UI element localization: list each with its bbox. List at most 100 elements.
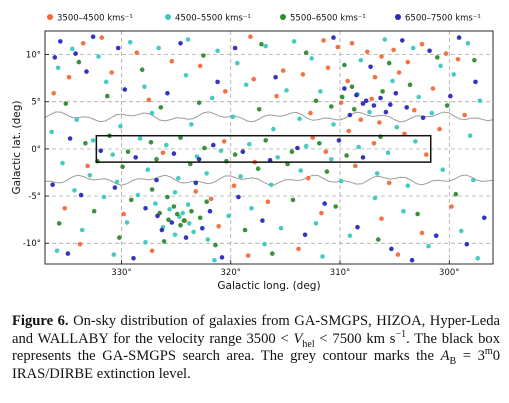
point-series-4 bbox=[240, 149, 246, 154]
point-series-1 bbox=[335, 44, 341, 50]
x-tick-label: 320° bbox=[221, 268, 241, 278]
point-series-4 bbox=[267, 157, 273, 163]
point-series-1 bbox=[251, 76, 256, 82]
point-series-1 bbox=[369, 96, 375, 102]
point-series-1 bbox=[231, 183, 237, 188]
point-series-4 bbox=[193, 180, 199, 186]
point-series-4 bbox=[131, 255, 136, 261]
point-series-4 bbox=[448, 93, 453, 99]
point-series-3 bbox=[324, 169, 330, 174]
point-series-1 bbox=[424, 152, 429, 157]
point-series-4 bbox=[90, 34, 96, 39]
point-series-1 bbox=[197, 63, 203, 69]
caption-text-4: = 3 bbox=[456, 348, 485, 364]
point-series-3 bbox=[161, 239, 167, 244]
point-series-3 bbox=[329, 104, 334, 109]
y-tick-label: 10° bbox=[26, 51, 41, 61]
point-series-1 bbox=[80, 41, 86, 46]
point-series-3 bbox=[117, 235, 122, 240]
point-series-3 bbox=[56, 221, 62, 226]
point-series-2 bbox=[209, 95, 215, 101]
point-series-1 bbox=[208, 196, 214, 202]
point-series-2 bbox=[372, 195, 378, 201]
plot-frame bbox=[44, 30, 494, 265]
point-series-4 bbox=[154, 177, 159, 183]
point-series-2 bbox=[186, 221, 192, 226]
point-series-2 bbox=[429, 110, 435, 116]
point-series-4 bbox=[331, 35, 336, 40]
legend-marker-4 bbox=[395, 14, 401, 20]
point-series-4 bbox=[211, 142, 216, 148]
point-series-2 bbox=[111, 252, 117, 257]
point-series-1 bbox=[449, 204, 454, 209]
point-series-2 bbox=[401, 208, 406, 214]
point-series-4 bbox=[207, 208, 213, 214]
point-series-4 bbox=[433, 233, 439, 238]
point-series-1 bbox=[134, 50, 140, 55]
point-series-3 bbox=[339, 94, 345, 100]
point-series-1 bbox=[193, 189, 199, 194]
point-series-3 bbox=[289, 149, 295, 154]
point-series-3 bbox=[120, 164, 125, 170]
point-series-4 bbox=[183, 235, 189, 240]
point-series-2 bbox=[172, 232, 178, 238]
point-series-4 bbox=[215, 79, 220, 85]
point-series-2 bbox=[153, 201, 158, 206]
point-series-2 bbox=[413, 139, 418, 144]
point-series-1 bbox=[358, 117, 364, 122]
caption-text-2: < 7500 km s bbox=[314, 330, 396, 347]
point-series-4 bbox=[178, 41, 183, 46]
point-series-4 bbox=[322, 201, 328, 206]
point-series-4 bbox=[219, 255, 225, 260]
point-series-3 bbox=[313, 98, 319, 104]
point-series-1 bbox=[66, 74, 72, 80]
caption-text-1: On-sky distribution of galaxies from GA-… bbox=[12, 313, 500, 347]
point-series-3 bbox=[171, 204, 177, 209]
v-subscript: hel bbox=[302, 338, 315, 350]
point-series-4 bbox=[393, 91, 399, 96]
point-series-4 bbox=[302, 232, 308, 238]
point-series-3 bbox=[154, 157, 159, 162]
point-series-4 bbox=[73, 51, 78, 56]
point-series-1 bbox=[308, 110, 313, 116]
point-series-3 bbox=[435, 55, 440, 60]
point-series-1 bbox=[77, 241, 83, 247]
point-series-3 bbox=[129, 197, 134, 203]
point-series-4 bbox=[200, 225, 205, 231]
point-series-4 bbox=[347, 112, 353, 118]
legend-marker-2 bbox=[165, 14, 171, 20]
point-series-3 bbox=[174, 211, 180, 217]
point-series-4 bbox=[143, 206, 148, 211]
point-series-3 bbox=[197, 215, 203, 221]
point-series-4 bbox=[363, 98, 369, 104]
point-series-3 bbox=[83, 141, 88, 146]
point-series-1 bbox=[280, 68, 286, 73]
point-series-2 bbox=[90, 138, 96, 143]
point-series-2 bbox=[72, 188, 77, 193]
a-subscript: B bbox=[449, 355, 457, 367]
point-series-2 bbox=[204, 171, 209, 176]
point-series-4 bbox=[482, 215, 487, 221]
point-series-2 bbox=[268, 182, 274, 188]
point-series-2 bbox=[176, 175, 181, 181]
point-series-1 bbox=[405, 59, 411, 65]
point-series-1 bbox=[372, 74, 378, 80]
point-series-4 bbox=[232, 45, 238, 51]
point-series-2 bbox=[356, 144, 361, 150]
point-series-2 bbox=[172, 190, 178, 195]
point-series-3 bbox=[196, 100, 202, 105]
axis-ticks: 330° 320° 310° 300° 10° 5° 0° -5° -10° bbox=[23, 51, 460, 278]
point-series-1 bbox=[325, 65, 331, 71]
point-series-2 bbox=[309, 56, 314, 61]
point-series-3 bbox=[242, 227, 248, 233]
point-series-1 bbox=[160, 150, 166, 155]
point-series-4 bbox=[427, 48, 432, 54]
point-series-4 bbox=[67, 136, 73, 141]
extinction-contour bbox=[44, 111, 494, 186]
point-series-1 bbox=[379, 54, 384, 59]
point-series-4 bbox=[456, 35, 462, 40]
point-series-2 bbox=[262, 241, 267, 247]
point-series-2 bbox=[426, 243, 431, 249]
point-series-1 bbox=[216, 224, 221, 229]
point-series-2 bbox=[235, 60, 240, 66]
